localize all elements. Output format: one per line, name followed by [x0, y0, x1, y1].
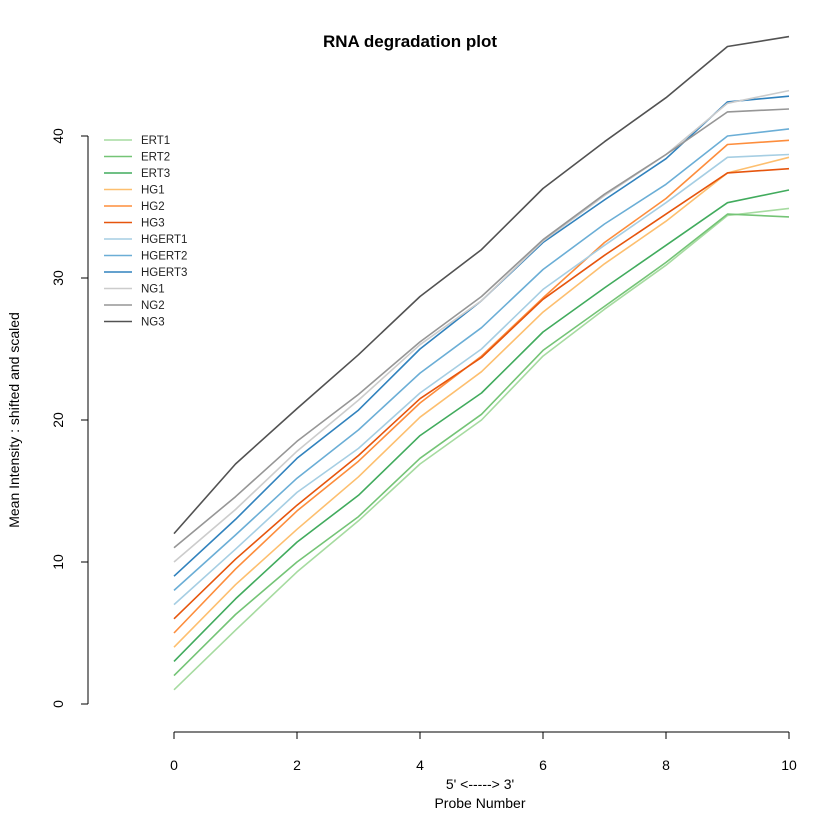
legend-label-hg3: HG3: [141, 218, 165, 230]
series-line-hg3: [173, 167, 790, 620]
series-lines: [173, 35, 790, 691]
x-tick-label: 10: [781, 757, 797, 773]
x-axis-label-arrow: 5' <-----> 3': [446, 776, 514, 792]
series-line-hgert1: [173, 153, 790, 606]
y-tick-label: 30: [50, 270, 66, 286]
series-line-ert1: [173, 207, 790, 691]
axes: 0 2 4 6 8 10 0 10 20 30 40: [50, 128, 797, 773]
series-line-hgert3: [173, 95, 790, 577]
x-tick-label: 6: [539, 757, 547, 773]
legend-label-ng2: NG2: [141, 300, 165, 312]
series-line-hg2: [173, 139, 790, 634]
legend-label-hg1: HG1: [141, 185, 165, 197]
legend-label-ng3: NG3: [141, 317, 165, 329]
series-line-ng3: [173, 35, 790, 535]
legend-label-hgert1: HGERT1: [141, 234, 187, 246]
series-line-ng1: [173, 89, 790, 563]
legend-label-ert3: ERT3: [141, 168, 170, 180]
x-tick-label: 8: [662, 757, 670, 773]
legend-label-ert1: ERT1: [141, 135, 170, 147]
y-tick-label: 0: [50, 700, 66, 708]
y-tick-label: 10: [50, 554, 66, 570]
series-line-hg1: [173, 156, 790, 648]
series-line-ng2: [173, 108, 790, 549]
chart-title: RNA degradation plot: [323, 32, 497, 51]
legend-label-ng1: NG1: [141, 284, 165, 296]
x-tick-label: 4: [416, 757, 424, 773]
legend-label-hg2: HG2: [141, 201, 165, 213]
legend-label-hgert2: HGERT2: [141, 251, 187, 263]
legend: ERT1 ERT2 ERT3 HG1 HG2 HG3 HGERT1 HGERT2 HGERT3 N…: [104, 135, 187, 329]
y-tick-label: 40: [50, 128, 66, 144]
x-tick-label: 0: [170, 757, 178, 773]
x-tick-label: 2: [293, 757, 301, 773]
series-line-ert2: [173, 213, 790, 677]
legend-label-hgert3: HGERT3: [141, 267, 187, 279]
legend-label-ert2: ERT2: [141, 152, 170, 164]
x-axis-label: Probe Number: [434, 795, 525, 811]
y-axis-label: Mean Intensity : shifted and scaled: [6, 312, 22, 528]
series-line-ert3: [173, 189, 790, 662]
y-tick-label: 20: [50, 412, 66, 428]
series-line-hgert2: [173, 128, 790, 591]
